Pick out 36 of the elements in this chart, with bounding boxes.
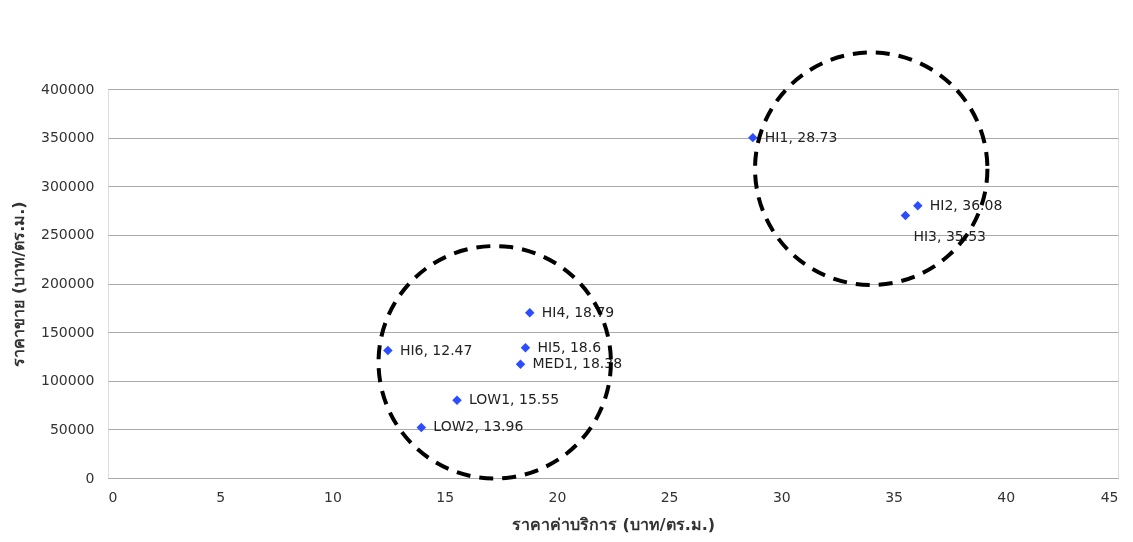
x-tick-label: 25 (660, 488, 679, 505)
data-label: HI1, 28.73 (764, 128, 838, 145)
x-tick-label: 0 (108, 488, 118, 505)
x-tick-label: 20 (548, 488, 567, 505)
point (524, 307, 535, 318)
y-tick-label: 0 (85, 469, 95, 486)
y-tick-label: 300000 (41, 177, 95, 194)
point (416, 422, 427, 433)
y-tick-label: 250000 (41, 226, 95, 243)
x-tick-label: 5 (216, 488, 226, 505)
point (913, 200, 923, 211)
y-tick-label: 350000 (41, 129, 95, 146)
data-label: HI5, 18.6 (537, 338, 602, 355)
x-axis-title: ราคาค่าบริการ (บาท/ตร.ม.) (511, 514, 716, 534)
y-tick-label: 100000 (41, 372, 95, 389)
y-tick-label: 400000 (41, 80, 95, 97)
x-tick-label: 45 (1100, 488, 1119, 505)
x-tick-label: 40 (997, 488, 1016, 505)
data-label: LOW1, 15.55 (469, 391, 560, 408)
x-tick-label: 10 (324, 488, 342, 505)
y-tick-label: 50000 (49, 420, 95, 437)
data-label: HI2, 36.08 (929, 196, 1003, 213)
x-tick-label: 30 (772, 488, 791, 505)
y-tick-label: 200000 (41, 275, 95, 291)
point (520, 342, 531, 353)
point (900, 210, 911, 221)
data-label: HI4, 18.79 (541, 303, 615, 320)
y-tick-label: 150000 (41, 323, 95, 340)
x-tick-label: 15 (436, 488, 455, 505)
x-tick-label: 35 (885, 488, 903, 505)
data-label: HI6, 12.47 (399, 341, 473, 358)
point (748, 132, 758, 143)
data-label: LOW2, 13.96 (433, 418, 524, 435)
y-axis-title: ราคาขาย (บาท/ตร.ม.) (9, 201, 29, 367)
point (383, 345, 393, 356)
point (515, 359, 526, 369)
